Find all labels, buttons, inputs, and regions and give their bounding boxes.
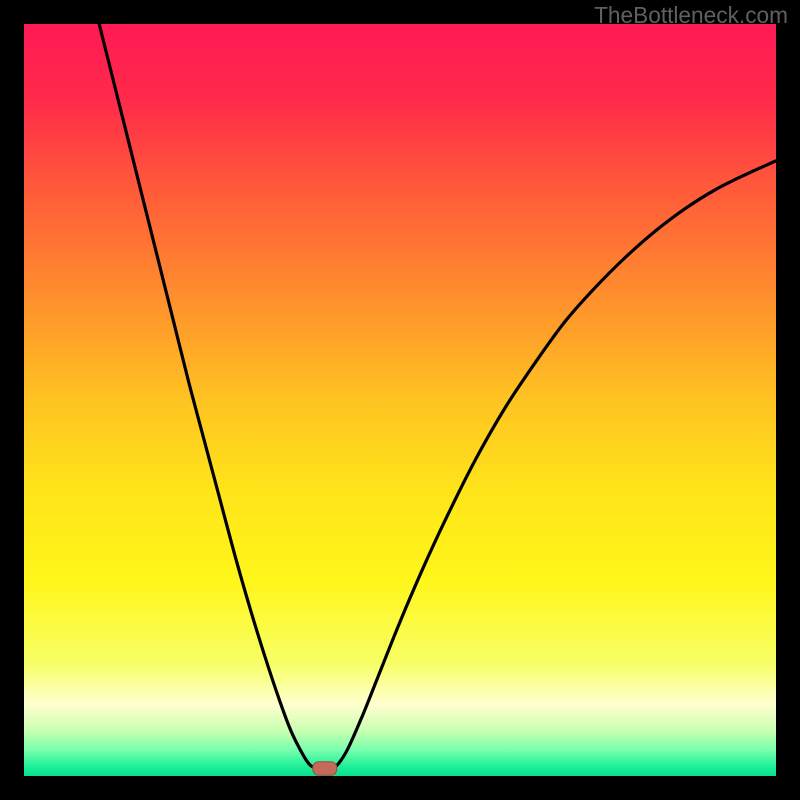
chart-container: TheBottleneck.com bbox=[0, 0, 800, 800]
optimal-marker bbox=[313, 762, 337, 776]
watermark-text: TheBottleneck.com bbox=[594, 2, 788, 29]
plot-background bbox=[24, 24, 776, 776]
bottleneck-chart bbox=[0, 0, 800, 800]
